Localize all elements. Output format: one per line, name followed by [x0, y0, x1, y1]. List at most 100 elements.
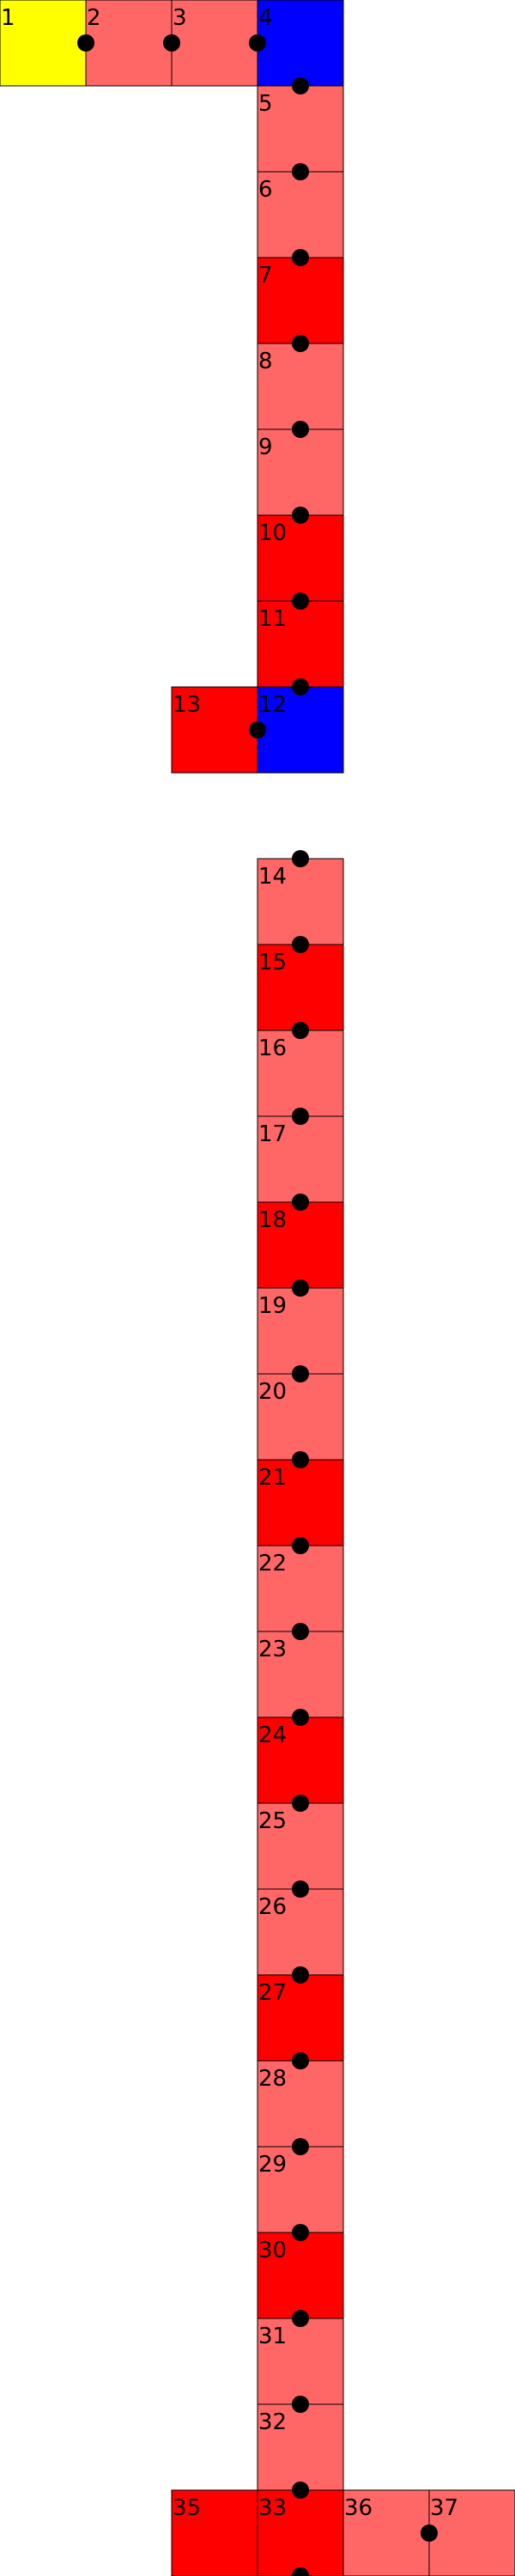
cell-label-14: 14 — [258, 864, 287, 890]
connection-dot-16-17 — [292, 1108, 309, 1125]
cell-4: 4 — [257, 0, 344, 87]
connection-dot-7-8 — [292, 335, 309, 352]
cell-label-18: 18 — [258, 1207, 287, 1233]
cell-box-16 — [257, 1030, 344, 1117]
cell-35: 35 — [171, 2489, 258, 2576]
connection-dot-4-5 — [292, 77, 309, 94]
cell-label-35: 35 — [173, 2495, 201, 2521]
cell-30: 30 — [257, 2232, 344, 2319]
connection-dot-28-29 — [292, 2138, 309, 2155]
connection-dot-22-23 — [292, 1623, 309, 1640]
cell-box-8 — [257, 343, 344, 430]
cell-label-10: 10 — [258, 520, 287, 546]
cell-label-33: 33 — [258, 2495, 287, 2521]
cell-label-31: 31 — [258, 2324, 287, 2349]
cell-28: 28 — [257, 2060, 344, 2148]
cell-label-9: 9 — [258, 434, 273, 460]
cell-label-37: 37 — [430, 2495, 458, 2521]
cell-box-14 — [257, 858, 344, 945]
cell-box-7 — [257, 257, 344, 344]
cell-22: 22 — [257, 1545, 344, 1632]
connection-dot-10-11 — [292, 592, 309, 610]
connection-dot-31-32 — [292, 2396, 309, 2413]
cell-29: 29 — [257, 2146, 344, 2233]
cell-label-17: 17 — [258, 1121, 287, 1147]
cell-label-20: 20 — [258, 1379, 287, 1405]
cell-box-32 — [257, 2403, 344, 2491]
cell-21: 21 — [257, 1459, 344, 1546]
cell-box-37 — [428, 2489, 515, 2576]
cell-box-27 — [257, 1974, 344, 2062]
cell-19: 19 — [257, 1287, 344, 1375]
connection-dot-14-15 — [292, 936, 309, 953]
cell-label-23: 23 — [258, 1637, 287, 1662]
connection-dot-20-21 — [292, 1451, 309, 1468]
cell-2: 2 — [85, 0, 173, 87]
cell-label-29: 29 — [258, 2152, 287, 2178]
cell-box-15 — [257, 944, 344, 1031]
cell-label-7: 7 — [258, 263, 273, 289]
connection-dot-6-7 — [292, 249, 309, 266]
cell-31: 31 — [257, 2318, 344, 2405]
connection-dot-11-12 — [292, 678, 309, 696]
cell-37: 37 — [428, 2489, 515, 2576]
cell-label-6: 6 — [258, 177, 273, 203]
cell-label-13: 13 — [173, 692, 201, 718]
cell-26: 26 — [257, 1888, 344, 1976]
cell-27: 27 — [257, 1974, 344, 2062]
cell-label-15: 15 — [258, 950, 287, 975]
connection-dot-18-19 — [292, 1279, 309, 1297]
connection-dot-17-18 — [292, 1194, 309, 1211]
cell-label-24: 24 — [258, 1722, 287, 1748]
cell-label-21: 21 — [258, 1465, 287, 1491]
connection-dot-36-37 — [421, 2524, 438, 2542]
cell-label-5: 5 — [258, 91, 273, 117]
connection-dot-1-2 — [77, 34, 94, 52]
cell-label-4: 4 — [258, 5, 273, 31]
cell-label-2: 2 — [87, 5, 101, 31]
connection-dot-24-25 — [292, 1795, 309, 1812]
connection-dot-32-33 — [292, 2482, 309, 2499]
cell-box-10 — [257, 514, 344, 602]
cell-label-22: 22 — [258, 1551, 287, 1577]
cell-box-12 — [257, 686, 344, 774]
cell-label-36: 36 — [344, 2495, 373, 2521]
connection-dot-12-14 — [292, 850, 309, 867]
cell-11: 11 — [257, 600, 344, 688]
cell-label-27: 27 — [258, 1980, 287, 2006]
cell-box-25 — [257, 1802, 344, 1890]
cell-16: 16 — [257, 1030, 344, 1117]
connection-dot-12-13 — [249, 721, 266, 738]
connection-dot-25-26 — [292, 1880, 309, 1898]
cell-box-11 — [257, 600, 344, 688]
connection-dot-3-4 — [249, 34, 266, 52]
cell-box-30 — [257, 2232, 344, 2319]
cell-6: 6 — [257, 171, 344, 258]
cell-1: 1 — [0, 0, 87, 87]
connection-dot-34-36 — [292, 2567, 309, 2576]
cell-13: 13 — [171, 686, 258, 774]
connection-dot-23-24 — [292, 1709, 309, 1726]
cell-label-11: 11 — [258, 606, 287, 632]
cell-23: 23 — [257, 1631, 344, 1718]
cell-box-19 — [257, 1287, 344, 1375]
cell-box-22 — [257, 1545, 344, 1632]
connection-dot-27-28 — [292, 2052, 309, 2069]
cell-33: 33 — [257, 2489, 344, 2576]
cell-box-4 — [257, 0, 344, 87]
cell-36: 36 — [342, 2489, 430, 2576]
cell-label-26: 26 — [258, 1894, 287, 1920]
cell-label-28: 28 — [258, 2066, 287, 2092]
cell-3: 3 — [171, 0, 258, 87]
cell-box-2 — [85, 0, 173, 87]
connection-dot-9-10 — [292, 507, 309, 524]
cell-17: 17 — [257, 1115, 344, 1203]
cell-box-13 — [171, 686, 258, 774]
cell-label-19: 19 — [258, 1293, 287, 1319]
cell-box-26 — [257, 1888, 344, 1976]
cell-label-32: 32 — [258, 2409, 287, 2435]
cell-box-21 — [257, 1459, 344, 1546]
cell-label-16: 16 — [258, 1036, 287, 1061]
